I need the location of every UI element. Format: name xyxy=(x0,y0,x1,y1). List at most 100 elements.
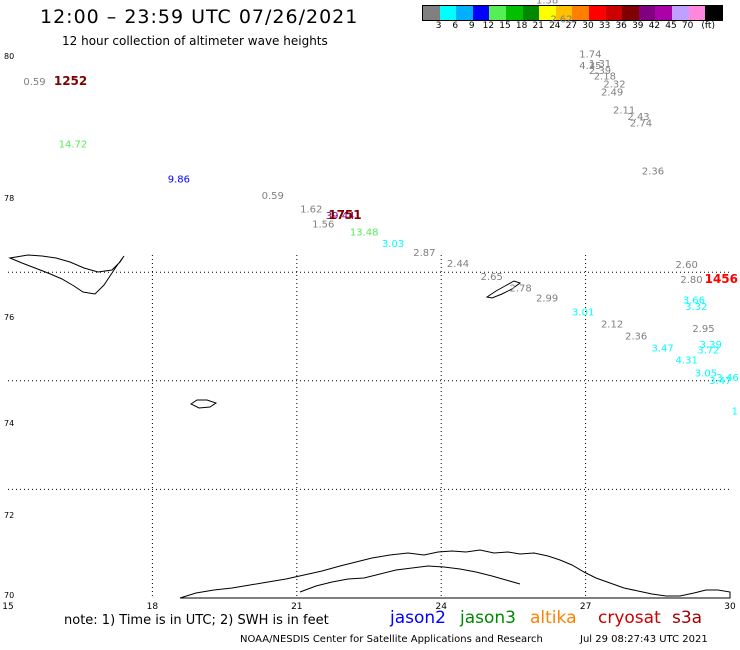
wave-height-label: 4.35 xyxy=(579,61,601,72)
color-scale-label: 21 xyxy=(532,21,544,31)
wave-height-label: 2.65 xyxy=(481,272,503,283)
wave-height-label: 4.31 xyxy=(676,355,698,366)
wave-height-label: 0.59 xyxy=(23,77,45,88)
color-swatch xyxy=(622,6,639,20)
wave-height-label: 2.18 xyxy=(594,71,616,82)
wave-height-label: 2.60 xyxy=(676,260,698,271)
wave-height-label: 2.87 xyxy=(413,248,435,259)
longitude-tick-label: 18 xyxy=(147,602,159,612)
wave-height-label: 1.62 xyxy=(300,204,322,215)
wave-height-label: 2.62 xyxy=(550,14,572,25)
longitude-tick-label: 27 xyxy=(580,602,591,612)
wave-height-label: 3.39 xyxy=(700,340,722,351)
color-swatch xyxy=(456,6,473,20)
color-swatch xyxy=(423,6,440,20)
color-scale-label: 3 xyxy=(435,21,442,31)
coastlines xyxy=(8,254,731,599)
color-scale-label: 9 xyxy=(468,21,475,31)
color-scale-label: 18 xyxy=(515,21,528,31)
observations: 0.59 125214.729.860.591.6239.4417511.5613… xyxy=(23,0,738,417)
color-scale-label: 45 xyxy=(665,21,677,31)
wave-height-label: 2.74 xyxy=(630,119,652,130)
wave-height-label: 3.72 xyxy=(697,346,719,357)
wave-height-label: 14.72 xyxy=(59,139,88,150)
latitude-tick-label: 80 xyxy=(4,52,14,61)
wave-height-label: 2.36 xyxy=(625,332,647,343)
wave-height-label: 2.36 xyxy=(642,166,664,177)
color-scale-label: 30 xyxy=(582,21,594,31)
credit-line: NOAA/NESDIS Center for Satellite Applica… xyxy=(240,634,543,645)
color-scale-label: 24 xyxy=(549,21,561,31)
color-swatch xyxy=(472,6,490,20)
color-swatch xyxy=(705,6,722,20)
wave-height-label: 2.32 xyxy=(603,80,625,91)
satellite-legend-jason3: jason3 xyxy=(460,608,516,628)
color-scale-label: 12 xyxy=(482,21,495,31)
wave-height-label: 2.80 xyxy=(680,275,702,286)
norway-coastline xyxy=(179,549,731,599)
wave-height-label: 3.47 xyxy=(651,343,673,354)
wave-height-label: 13.48 xyxy=(350,227,379,238)
color-swatch xyxy=(605,6,623,20)
latitude-tick-label: 72 xyxy=(4,511,14,520)
wave-height-label: 1.56 xyxy=(312,220,334,231)
satellite-legend-cryosat: cryosat xyxy=(598,608,661,628)
wave-height-label: 9.86 xyxy=(168,175,190,186)
color-scale-label: 39 xyxy=(632,21,644,31)
wave-height-label: 0.59 xyxy=(262,191,284,202)
color-swatch xyxy=(655,6,672,20)
wave-height-label: 2.12 xyxy=(601,320,623,331)
pass-time-label: 1456 xyxy=(705,272,738,286)
longitude-tick-label: 15 xyxy=(2,602,13,612)
color-swatch xyxy=(638,6,656,20)
wave-height-label: 2.99 xyxy=(536,294,558,305)
color-swatch xyxy=(489,6,506,20)
color-scale-label: 27 xyxy=(565,21,578,31)
wave-height-label: 2.95 xyxy=(692,324,714,335)
wave-height-label: 3.05 xyxy=(695,368,717,379)
bear-island-coastline xyxy=(8,254,125,295)
wave-height-label: 2.39 xyxy=(589,66,611,77)
norway-inner-coastline xyxy=(299,565,521,593)
color-scale-label: 33 xyxy=(598,21,611,31)
latitude-tick-label: 70 xyxy=(4,591,14,600)
color-scale-bar xyxy=(422,5,723,21)
wave-height-label: 3.66 xyxy=(683,296,705,307)
map-subtitle: 12 hour collection of altimeter wave hei… xyxy=(62,34,328,48)
satellite-legend-altika: altika xyxy=(530,608,577,628)
satellite-legend-s3a: s3a xyxy=(672,608,703,628)
footer-note: note: 1) Time is in UTC; 2) SWH is in fe… xyxy=(64,613,329,628)
color-scale-label: 42 xyxy=(648,21,661,31)
longitude-tick-label: 24 xyxy=(435,602,447,612)
wave-height-label: 2.11 xyxy=(613,106,635,117)
axis-labels: 15 18 21 24 27 30 80 78 76 74 72 70 xyxy=(2,52,736,612)
color-swatch xyxy=(505,6,523,20)
color-swatch xyxy=(539,6,556,20)
color-swatch xyxy=(572,6,589,20)
color-swatch xyxy=(688,6,706,20)
wave-height-label: 2.49 xyxy=(601,88,623,99)
color-swatch xyxy=(671,6,689,20)
wave-height-label: 3.01 xyxy=(572,308,594,319)
longitude-tick-label: 30 xyxy=(724,602,736,612)
color-scale-label: (ft) xyxy=(701,21,715,31)
wave-height-label: 1.38 xyxy=(536,0,558,6)
hopen-island-coastline xyxy=(485,280,522,299)
color-scale-label: 36 xyxy=(615,21,627,31)
color-scale-label: 15 xyxy=(499,21,511,31)
wave-height-label: 2.43 xyxy=(627,112,649,123)
pass-time-label: 1252 xyxy=(54,74,87,88)
wave-height-label: 3.03 xyxy=(382,239,404,250)
wave-height-label: 3.47 xyxy=(709,376,731,387)
latitude-tick-label: 78 xyxy=(4,194,14,203)
color-scale-label: 70 xyxy=(681,21,694,31)
wave-height-label: 1 xyxy=(732,406,738,417)
color-scale-label: 6 xyxy=(452,21,459,31)
pass-time-label: 1751 xyxy=(328,208,361,222)
small-island-coastline xyxy=(190,399,218,409)
graticule xyxy=(8,255,730,598)
wave-height-label: 2.44 xyxy=(447,259,469,270)
satellite-legend-jason2: jason2 xyxy=(390,608,446,628)
